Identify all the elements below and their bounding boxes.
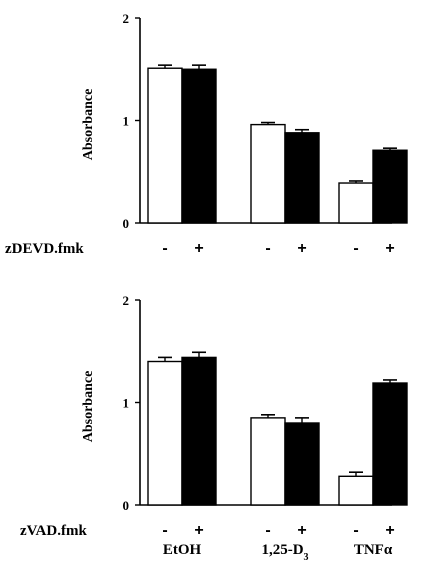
y-tick-label: 1 [123, 396, 130, 411]
treatment-sign: - [162, 522, 167, 539]
bar-plus-1 [181, 356, 217, 506]
bar-minus-1 [147, 360, 183, 506]
treatment-sign: + [297, 240, 306, 257]
y-tick-label: 1 [123, 114, 130, 129]
y-axis-label: Absorbance [81, 371, 96, 443]
bar-minus-2 [250, 123, 286, 224]
bar-minus-1 [147, 67, 183, 224]
y-tick-label: 2 [123, 293, 130, 308]
inhibitor-label: zVAD.fmk [20, 523, 87, 539]
y-tick-label: 0 [123, 216, 130, 231]
chart-panel-1: 0 1 2 Absorbance zDEVD.fmk - + - + - + [5, 11, 408, 257]
treatment-sign: + [385, 240, 394, 257]
category-label: EtOH [163, 542, 202, 558]
treatment-sign: - [353, 522, 358, 539]
treatment-sign: + [194, 240, 203, 257]
treatment-sign: - [265, 240, 270, 257]
bar-plus-2 [284, 132, 320, 224]
bar-minus-2 [250, 417, 286, 506]
treatment-sign: + [297, 522, 306, 539]
treatment-sign: + [385, 522, 394, 539]
treatment-sign: + [194, 522, 203, 539]
bar-plus-2 [284, 422, 320, 506]
y-tick-label: 0 [123, 498, 130, 513]
y-tick-label: 2 [123, 11, 130, 26]
bar-plus-3 [372, 149, 408, 224]
category-label: 1,25-D3 [261, 542, 308, 563]
bar-plus-3 [372, 382, 408, 506]
treatment-sign: - [353, 240, 358, 257]
bar-minus-3 [338, 475, 374, 506]
category-label: TNFα [354, 542, 393, 558]
y-axis-label: Absorbance [81, 89, 96, 161]
bar-plus-1 [181, 68, 217, 224]
inhibitor-label: zDEVD.fmk [5, 241, 84, 257]
chart-panel-2: 0 1 2 Absorbance zVAD.fmk - + - + - + EtOH 1,25-D3 TN… [20, 293, 408, 563]
treatment-sign: - [265, 522, 270, 539]
bar-minus-3 [338, 182, 374, 224]
treatment-sign: - [162, 240, 167, 257]
